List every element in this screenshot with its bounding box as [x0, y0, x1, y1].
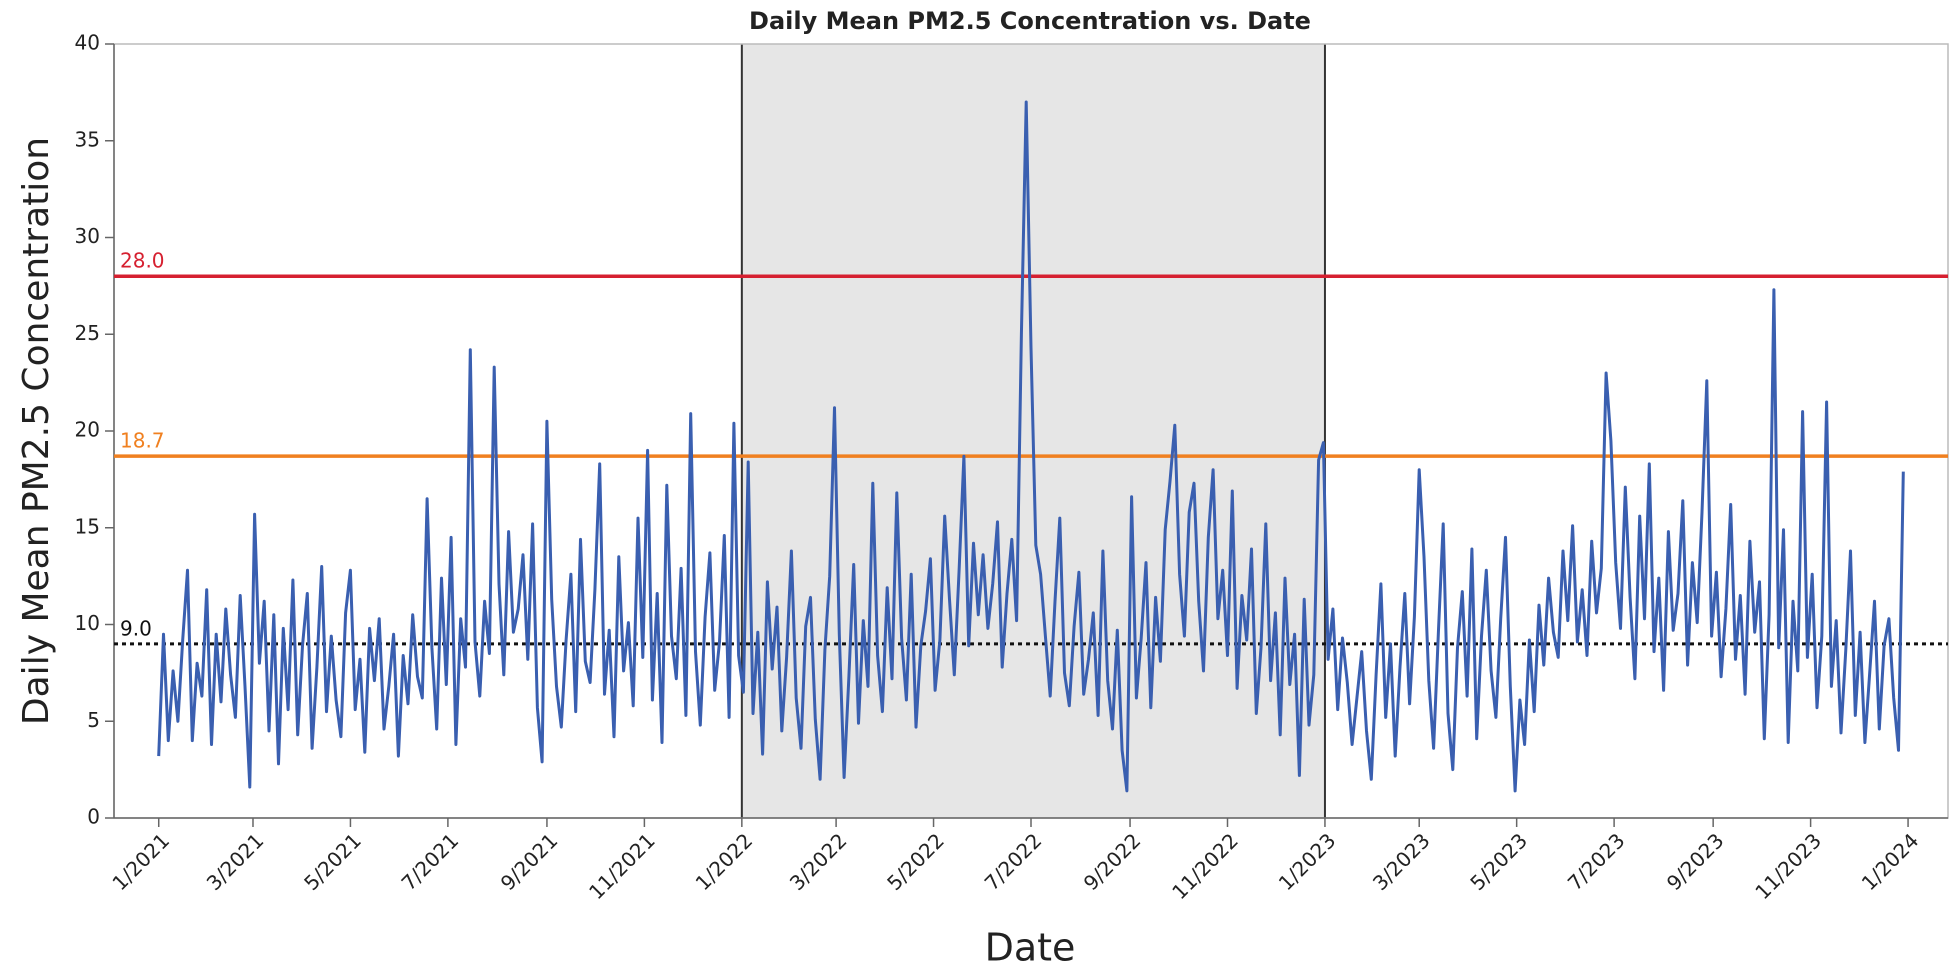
x-tick-label: 5/2021 [299, 828, 366, 895]
x-tick-label: 5/2023 [1465, 828, 1532, 895]
y-tick-label: 30 [75, 224, 100, 248]
data-line [157, 100, 1905, 793]
y-tick-label: 20 [75, 418, 100, 442]
y-tick-label: 15 [75, 514, 100, 538]
x-tick-label: 11/2023 [1750, 828, 1826, 904]
x-tick-label: 1/2024 [1857, 828, 1924, 895]
y-tick-label: 5 [87, 708, 100, 732]
x-tick-label: 3/2023 [1368, 828, 1435, 895]
y-tick-label: 35 [75, 127, 100, 151]
reference-label: 28.0 [120, 249, 165, 273]
x-tick-label: 5/2022 [882, 828, 949, 895]
x-tick-label: 9/2023 [1662, 828, 1729, 895]
x-tick-label: 1/2021 [107, 828, 174, 895]
x-tick-label: 3/2021 [202, 828, 269, 895]
x-axis-label: Date [985, 926, 1076, 969]
x-tick-label: 9/2022 [1079, 828, 1146, 895]
y-tick-label: 10 [75, 611, 100, 635]
x-tick-label: 3/2022 [785, 828, 852, 895]
x-tick-label: 11/2021 [584, 828, 660, 904]
y-tick-label: 25 [75, 321, 100, 345]
reference-label: 18.7 [120, 429, 165, 453]
x-tick-label: 7/2022 [980, 828, 1047, 895]
x-tick-label: 1/2023 [1274, 828, 1341, 895]
y-tick-label: 0 [87, 805, 100, 829]
x-tick-label: 9/2021 [496, 828, 563, 895]
y-axis-label: Daily Mean PM2.5 Concentration [16, 137, 57, 725]
chart-title: Daily Mean PM2.5 Concentration vs. Date [749, 7, 1311, 35]
reference-label: 9.0 [120, 616, 152, 640]
y-tick-label: 40 [75, 31, 100, 55]
x-tick-label: 7/2023 [1563, 828, 1630, 895]
x-tick-label: 1/2022 [691, 828, 758, 895]
x-tick-label: 11/2022 [1167, 828, 1243, 904]
x-tick-label: 7/2021 [397, 828, 464, 895]
